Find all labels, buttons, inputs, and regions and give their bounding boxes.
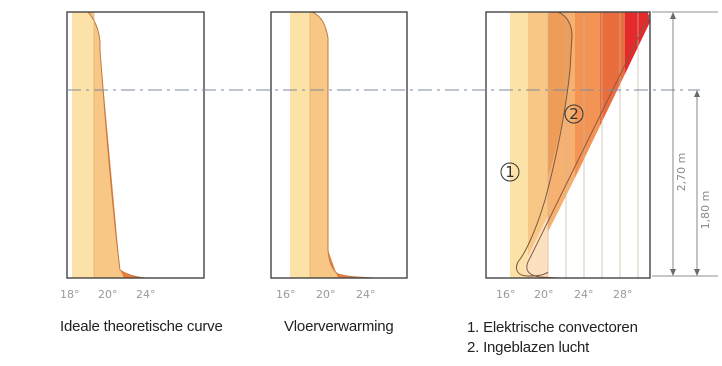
arrowhead [694,90,700,97]
panel-convectors-blown-air: 1 2 16° 20° 24° 28° [485,11,651,301]
panel-ideal-curve: 18° 20° 24° [60,11,205,301]
panel-frame [270,11,408,279]
band-light [528,12,548,278]
band-pale [290,12,310,278]
convector-curve-line [515,11,573,277]
blown-air-curve-line [526,13,651,279]
blown-air-region-4 [600,12,625,126]
marker-2-circle [564,104,584,124]
tick-label: 20° [316,288,336,301]
caption-legend: 1. Elektrische convectoren 2. Ingeblazen… [467,318,638,358]
panel-frame [66,11,205,279]
tick-label: 16° [496,288,516,301]
arrowhead [670,12,676,19]
arrowhead [694,269,700,276]
arrowhead [670,269,676,276]
tick-label: 18° [60,288,80,301]
marker-1-circle [500,162,520,182]
caption-floor-heating: Vloerverwarming [284,318,394,335]
caption-electric-convectors: 1. Elektrische convectoren [467,319,638,336]
caption-ideal-curve: Ideale theoretische curve [60,318,223,335]
ideal-curve-line [87,11,147,279]
band-pale [510,12,528,278]
band-pale [72,12,94,278]
tick-label: 16° [276,288,296,301]
tick-label: 24° [136,288,156,301]
tick-label: 24° [574,288,594,301]
dimension-label-inner: 1,80 m [699,191,712,230]
marker-1-label: 1 [505,163,515,181]
profile-light-region [310,12,338,278]
tick-label: 24° [356,288,376,301]
floor-heating-curve-line [311,11,375,279]
dimension-label-outer: 2,70 m [675,153,688,192]
dimension-annotations: 2,70 m 1,80 m [652,11,718,277]
tick-label: 28° [613,288,633,301]
caption-blown-air: 2. Ingeblazen lucht [467,339,590,356]
panel-frame [485,11,651,279]
marker-2-label: 2 [569,105,579,123]
panel-floor-heating: 16° 20° 24° [270,11,408,301]
profile-light-region [88,12,124,278]
tick-label: 20° [98,288,118,301]
tick-label: 20° [534,288,554,301]
blown-air-region-3 [575,12,600,178]
